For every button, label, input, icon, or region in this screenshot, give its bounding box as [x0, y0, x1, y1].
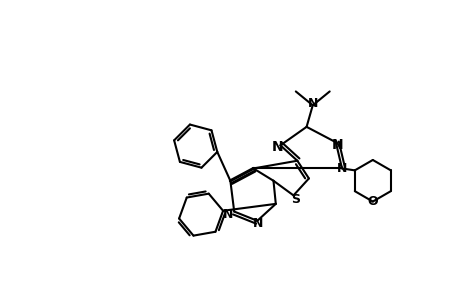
Text: N: N: [252, 218, 263, 230]
Text: N: N: [271, 140, 283, 154]
Text: N: N: [222, 208, 233, 221]
Text: N: N: [331, 138, 342, 152]
Text: S: S: [291, 193, 300, 206]
Text: N: N: [307, 97, 317, 110]
Text: N: N: [336, 162, 347, 175]
Text: O: O: [367, 195, 377, 208]
